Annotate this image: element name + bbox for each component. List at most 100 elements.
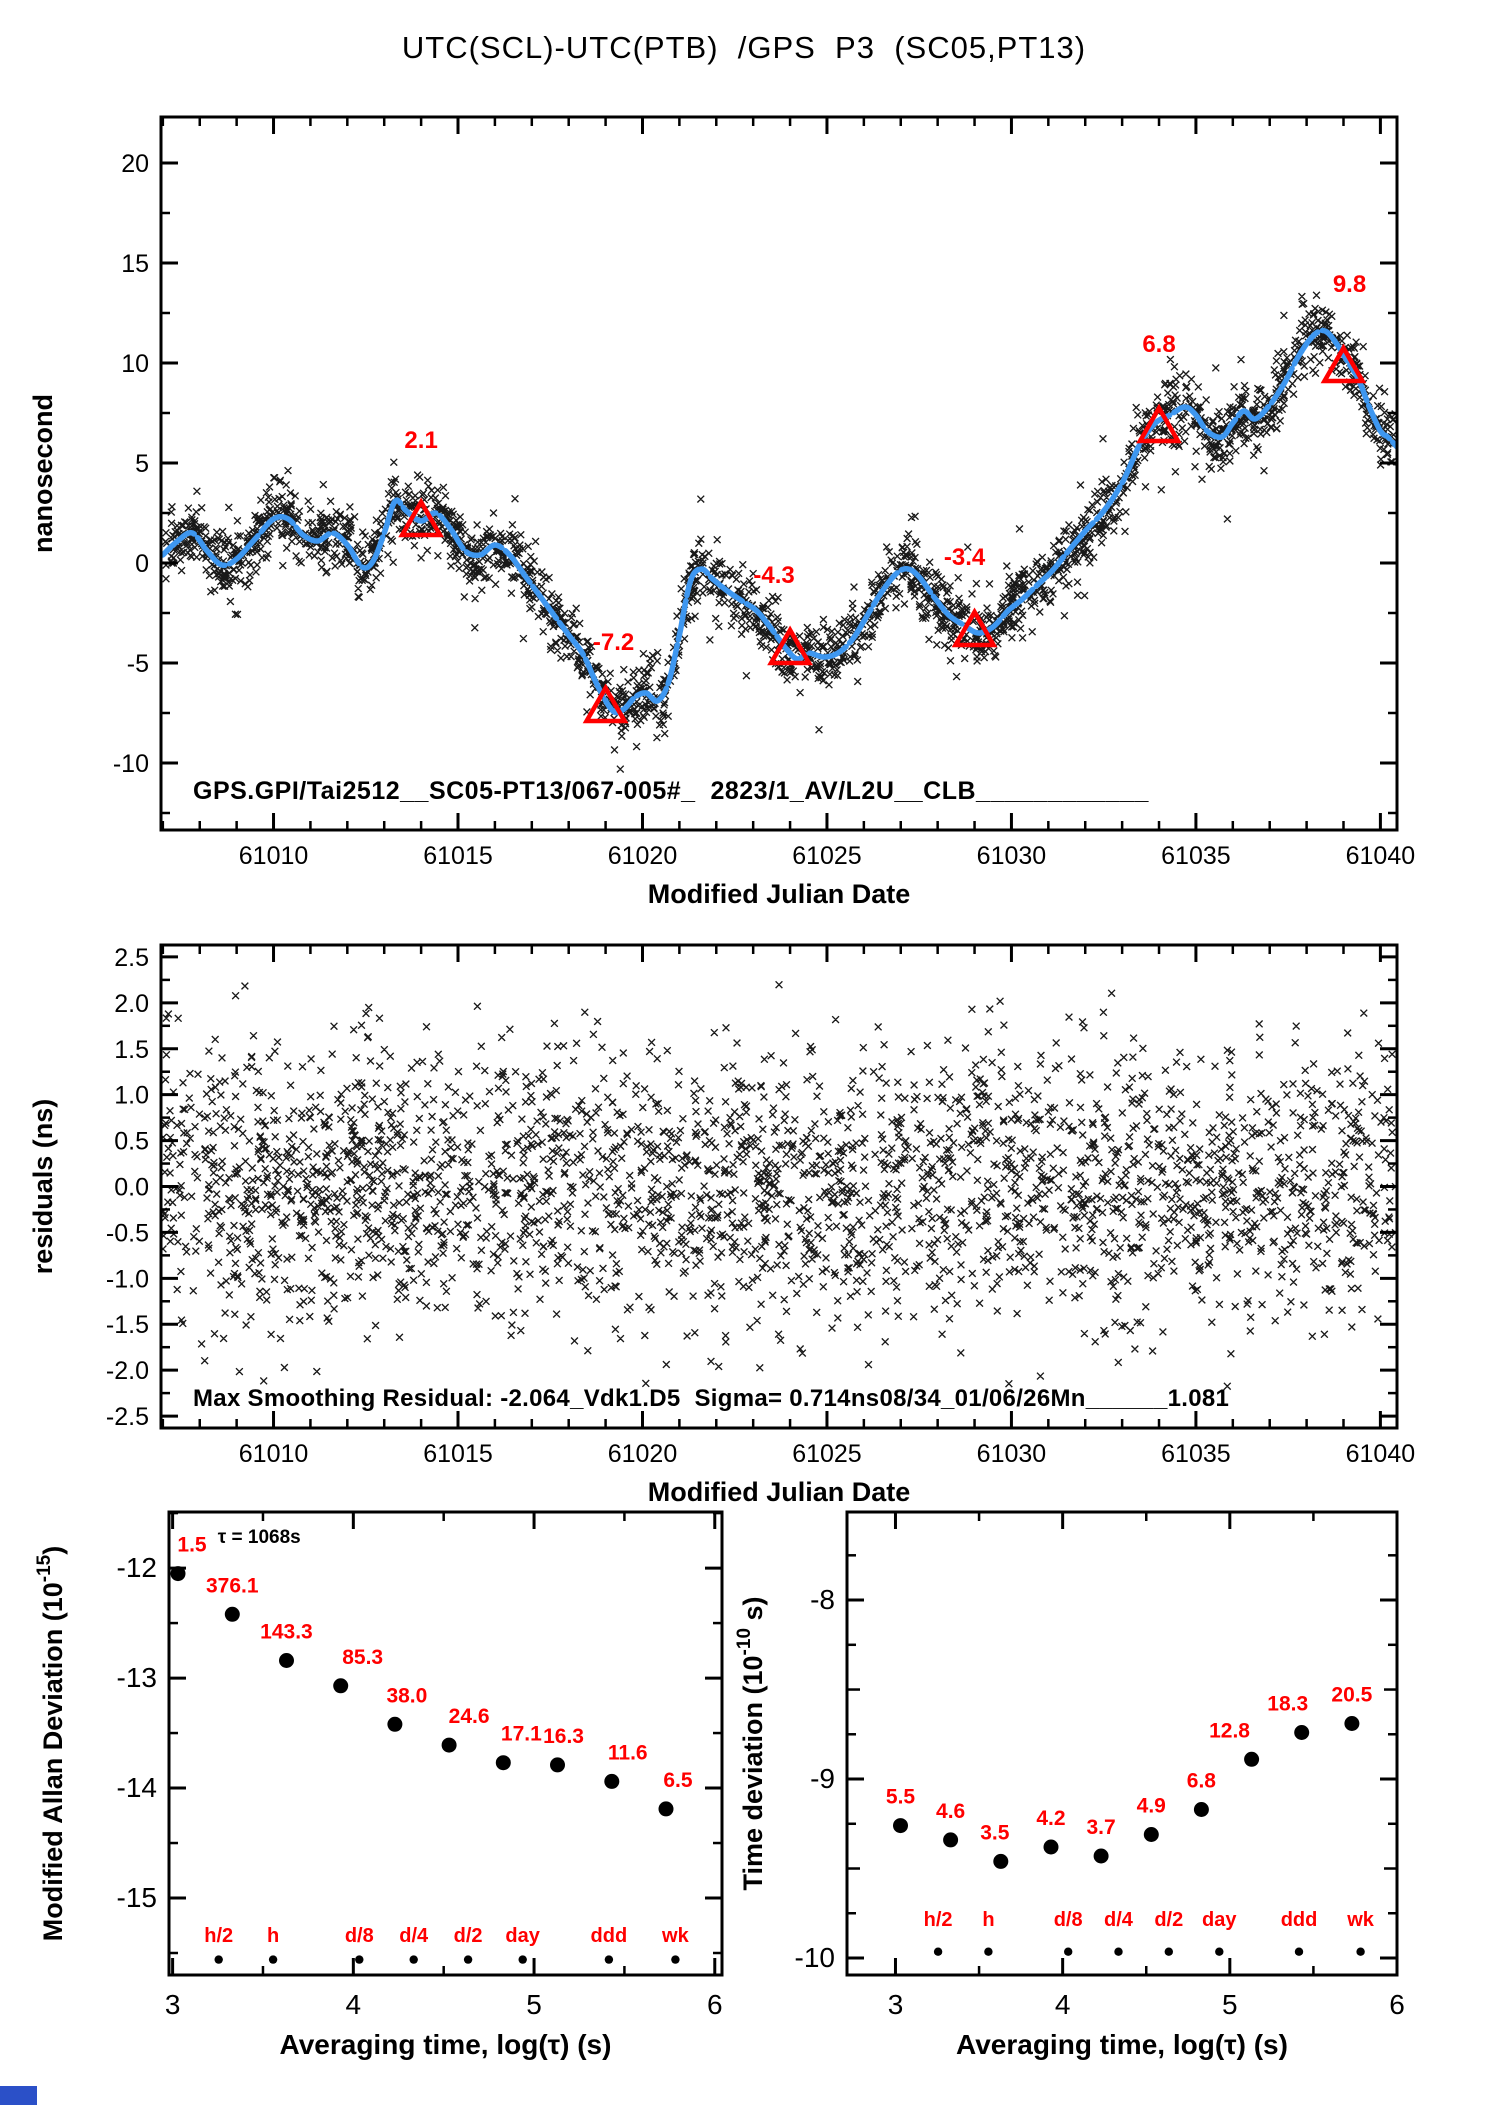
x-axis-title: Averaging time, log(τ) (s): [280, 2029, 612, 2060]
time-unit-label: wk: [661, 1925, 690, 1947]
triangle-value-label: -3.4: [944, 544, 986, 571]
y-tick-label: 5: [135, 450, 149, 478]
time-unit-label: wk: [1346, 1909, 1375, 1931]
time-unit-dot: [1356, 1947, 1365, 1956]
y-tick-label: -5: [127, 650, 149, 678]
data-point: [1193, 1802, 1209, 1817]
phase-scatter-points: [161, 291, 1397, 773]
smoothed-curve: [161, 327, 1397, 716]
x-tick-label: 3: [165, 1989, 181, 2020]
x-tick-label: 5: [526, 1989, 542, 2020]
point-value-label: 5.5: [886, 1786, 916, 1809]
x-tick-label: 61025: [792, 842, 862, 870]
data-point: [993, 1853, 1009, 1869]
x-tick-label: 61040: [1346, 1440, 1416, 1468]
y-tick-label: 1.5: [114, 1036, 149, 1064]
tau-annotation: τ = 1068s: [218, 1527, 301, 1548]
triangle-marker: [398, 497, 445, 538]
x-tick-label: 61010: [239, 842, 309, 870]
point-value-label: 18.3: [1267, 1692, 1308, 1715]
data-point: [604, 1773, 620, 1789]
axis-ticks: [847, 1512, 1399, 1975]
axis-ticks: [161, 117, 1397, 830]
point-value-label: 4.9: [1137, 1795, 1166, 1818]
time-unit-dot: [604, 1955, 614, 1964]
y-axis-title: Modified Allan Deviation (10-15): [34, 1546, 68, 1942]
y-tick-label: 1.0: [114, 1082, 149, 1110]
phase-content: [161, 291, 1397, 773]
time-unit-dot: [671, 1955, 680, 1964]
y-tick-label: -2.5: [106, 1403, 149, 1431]
x-axis-title: Modified Julian Date: [648, 879, 911, 909]
point-value-label: 4.2: [1036, 1807, 1065, 1830]
time-unit-label: ddd: [1281, 1909, 1318, 1931]
dataset-id-text: GPS.GPI/Tai2512__SC05-PT13/067-005#_ 282…: [193, 777, 1149, 805]
time-unit-label: day: [1202, 1909, 1237, 1931]
data-point: [1043, 1839, 1059, 1855]
data-point: [279, 1653, 294, 1668]
residuals-content: [161, 980, 1397, 1391]
y-axis-title: Time deviation (10-10 s): [734, 1596, 768, 1890]
point-value-label: 12.8: [1209, 1719, 1250, 1742]
y-tick-label: -13: [117, 1662, 157, 1693]
y-tick-label: -10: [113, 750, 149, 778]
data-point: [943, 1832, 959, 1848]
triangle-value-label: -7.2: [593, 629, 634, 656]
point-value-label: 376.1: [206, 1574, 259, 1597]
y-axis-title: residuals (ns): [28, 1099, 58, 1275]
x-tick-label: 61040: [1346, 842, 1416, 870]
y-tick-label: -14: [117, 1772, 157, 1803]
panel-frame: [159, 115, 1399, 832]
point-value-label: 17.1: [501, 1723, 542, 1746]
x-tick-label: 4: [1055, 1989, 1071, 2020]
time-unit-label: h/2: [204, 1925, 233, 1947]
panel-frame: [845, 1510, 1399, 1977]
y-axis-title: nanosecond: [28, 394, 58, 553]
x-tick-label: 61035: [1161, 1440, 1231, 1468]
triangle-marker: [1136, 403, 1182, 444]
y-tick-label: 0: [135, 550, 149, 578]
data-point: [550, 1757, 565, 1773]
x-tick-label: 4: [346, 1989, 362, 2020]
time-unit-label: d/4: [399, 1925, 429, 1947]
point-value-label: 16.3: [543, 1725, 584, 1748]
panel-frame: [167, 1510, 724, 1977]
data-point: [1344, 1716, 1360, 1731]
time-unit-dot: [1215, 1947, 1224, 1956]
x-tick-label: 6: [707, 1989, 723, 2020]
y-tick-label: -0.5: [106, 1219, 149, 1247]
data-point: [658, 1801, 674, 1817]
residual-stats-text: Max Smoothing Residual: -2.064_Vdk1.D5 S…: [193, 1385, 1230, 1412]
time-unit-label: day: [505, 1925, 540, 1947]
triangle-value-label: 2.1: [404, 427, 437, 454]
data-point: [495, 1755, 511, 1771]
panel-phase: 2.1 -7.2 -4.3 -3.4 6.8 9.8 61010 61015 61020 6102…: [28, 115, 1416, 909]
x-axis-title: Modified Julian Date: [648, 1477, 911, 1507]
time-unit-dot: [1064, 1947, 1073, 1956]
triangle-value-label: -4.3: [753, 562, 794, 589]
y-tick-label: -1.5: [106, 1311, 149, 1339]
x-tick-label: 5: [1222, 1989, 1238, 2020]
triangle-marker: [1320, 343, 1367, 384]
panel-frame: [159, 943, 1399, 1430]
y-tick-label: 10: [121, 350, 149, 378]
time-unit-label: d/4: [1104, 1909, 1134, 1931]
panel-residuals: 61010 61015 61020 61025 61030 61035 61040 2.5 2.…: [28, 943, 1416, 1507]
point-value-label: 6.5: [663, 1769, 693, 1792]
x-axis-title: Averaging time, log(τ) (s): [956, 2029, 1288, 2060]
data-point: [333, 1678, 349, 1694]
y-tick-label: 0.0: [114, 1174, 149, 1202]
data-point: [387, 1716, 403, 1732]
x-tick-label: 61010: [239, 1440, 309, 1468]
point-value-label: 3.5: [980, 1821, 1010, 1844]
point-value-label: 6.8: [1187, 1769, 1217, 1792]
point-value-label: 24.6: [449, 1705, 490, 1728]
time-unit-label: h: [982, 1909, 994, 1931]
time-unit-dot: [1114, 1947, 1123, 1956]
point-value-label: 20.5: [1331, 1684, 1372, 1707]
data-point: [170, 1566, 186, 1582]
y-tick-label: -10: [795, 1942, 835, 1973]
time-unit-dot: [1164, 1947, 1174, 1956]
